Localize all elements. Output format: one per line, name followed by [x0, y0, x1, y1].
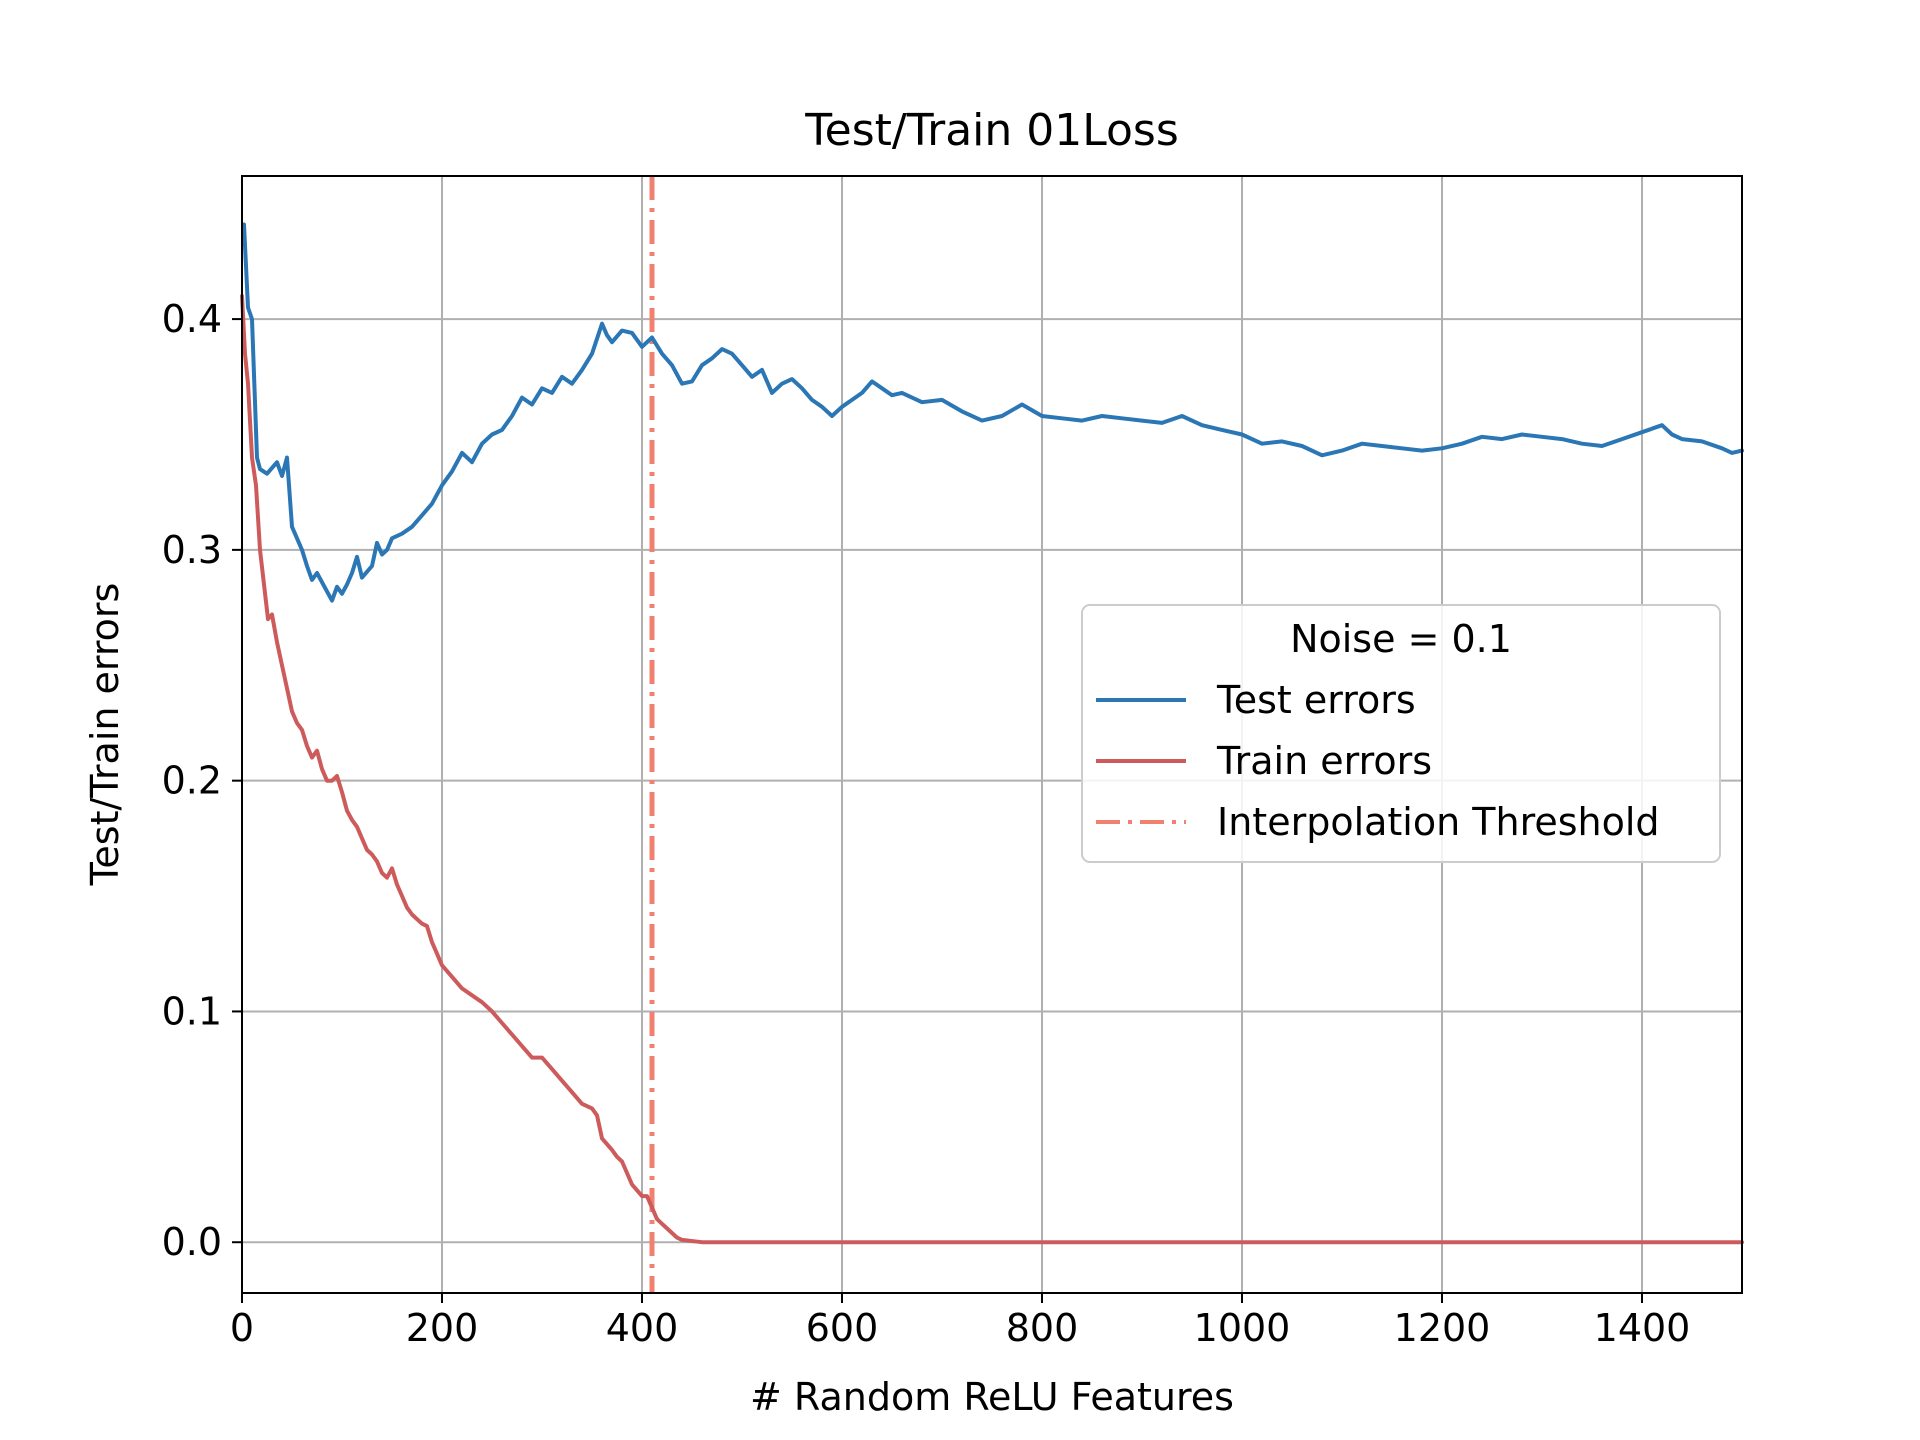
plot-area — [240, 176, 1744, 1293]
axes-frame — [241, 175, 1743, 1294]
y-tick-label: 0.2 — [162, 759, 222, 803]
x-tick-label: 0 — [230, 1306, 254, 1350]
y-tick-label: 0.0 — [162, 1220, 222, 1264]
series-line-train-errors — [240, 294, 1744, 1245]
x-tick-label: 1400 — [1594, 1306, 1691, 1350]
y-tick-label: 0.1 — [162, 989, 222, 1033]
chart-title: Test/Train 01Loss — [804, 105, 1179, 156]
legend-label-train-errors: Train errors — [1216, 739, 1432, 783]
y-tick-label: 0.4 — [162, 297, 222, 341]
y-axis-label: Test/Train errors — [83, 583, 127, 887]
legend-box — [1081, 604, 1721, 863]
legend-label-test-errors: Test errors — [1216, 678, 1416, 722]
y-tick-label: 0.3 — [162, 528, 222, 572]
series-line-test-errors — [242, 222, 1744, 603]
legend: Noise = 0.1 Test errors Train errors Int… — [1081, 604, 1721, 863]
x-tick-label: 1000 — [1194, 1306, 1291, 1350]
ticks: 0 200 400 600 800 1000 1200 1400 0.0 0.1 0.2 0.3 0.4 — [162, 297, 1691, 1350]
x-tick-label: 400 — [606, 1306, 679, 1350]
x-tick-label: 800 — [1006, 1306, 1079, 1350]
legend-title: Noise = 0.1 — [1290, 617, 1512, 661]
x-axis-label: # Random ReLU Features — [750, 1375, 1234, 1419]
legend-label-interpolation-threshold: Interpolation Threshold — [1217, 800, 1660, 844]
x-tick-label: 600 — [806, 1306, 879, 1350]
x-tick-label: 200 — [406, 1306, 479, 1350]
x-tick-label: 1200 — [1394, 1306, 1491, 1350]
